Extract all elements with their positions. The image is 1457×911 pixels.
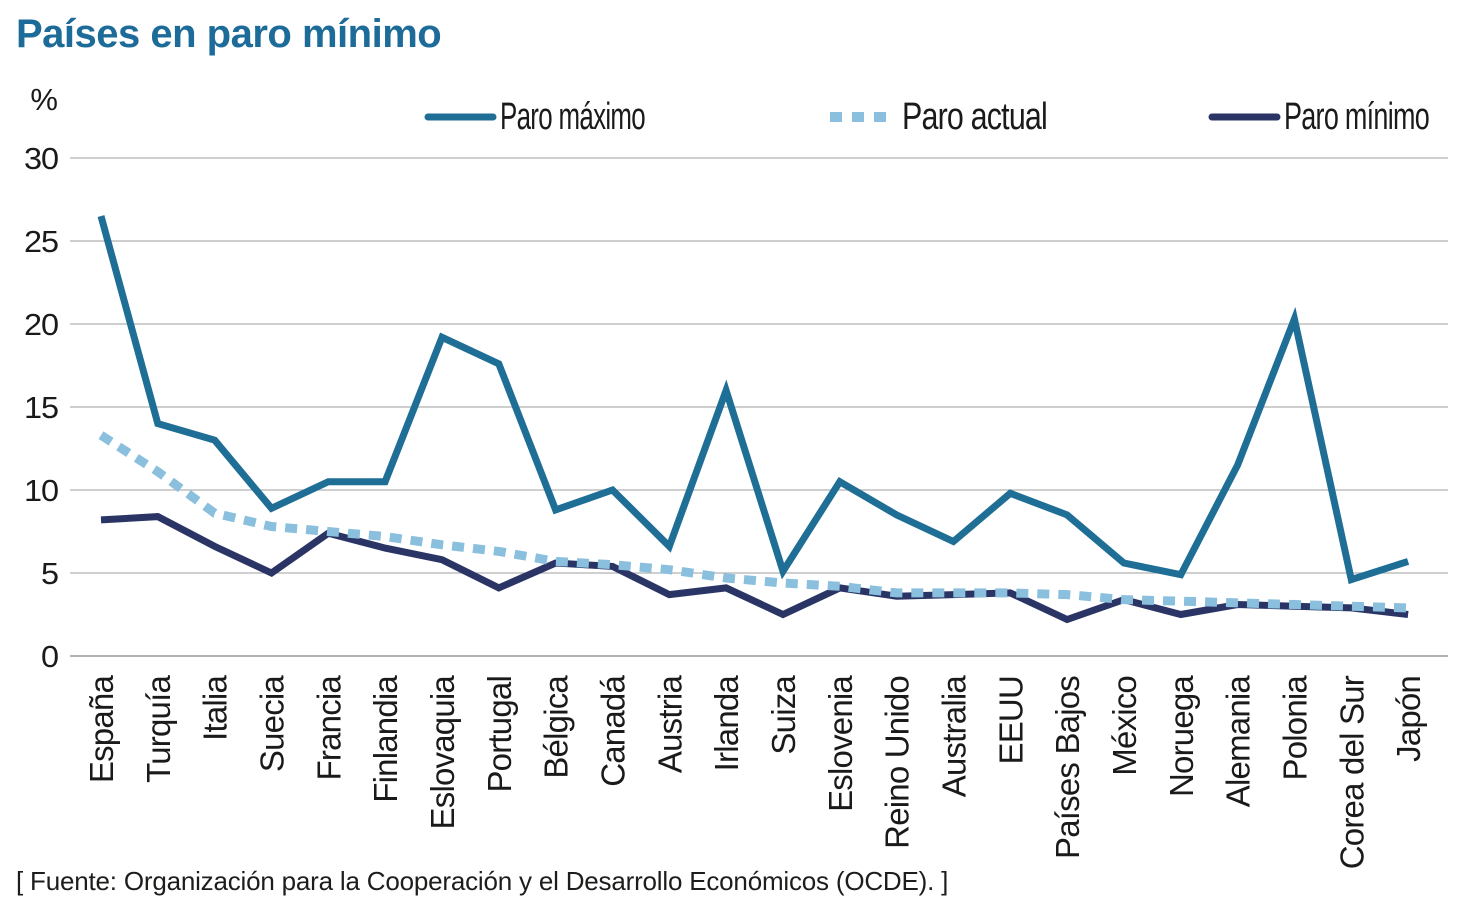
x-tick-label: Suecia [253, 675, 290, 773]
y-tick-label: 0 [41, 639, 59, 674]
x-tick-label: Irlanda [708, 675, 745, 772]
legend-label-1: Paro máximo [500, 96, 645, 138]
y-tick-label: 25 [24, 224, 58, 259]
y-tick-label: 5 [41, 556, 58, 591]
x-tick-label: EEUU [992, 676, 1029, 765]
x-tick-label: México [1106, 676, 1143, 776]
x-tick-label: Italia [197, 675, 234, 741]
x-tick-label: Bélgica [538, 675, 575, 779]
y-tick-label: 15 [24, 390, 58, 425]
x-tick-label: Eslovenia [822, 675, 859, 812]
x-tick-label: Francia [310, 675, 347, 781]
y-tick-label: 10 [24, 473, 59, 508]
y-tick-label: 30 [24, 141, 59, 176]
x-tick-label: Portugal [481, 676, 518, 793]
x-tick-label: Reino Unido [879, 676, 916, 849]
x-tick-label: Turquía [140, 675, 177, 783]
y-axis-unit-label: % [30, 82, 58, 117]
x-tick-label: Austria [651, 675, 688, 774]
x-tick-label: España [83, 675, 120, 784]
x-tick-label: Japón [1390, 676, 1427, 762]
page-title: Países en paro mínimo [16, 12, 442, 56]
x-tick-label: Canadá [594, 675, 631, 787]
legend-label-3: Paro mínimo [1284, 96, 1429, 138]
series-line-1 [97, 215, 1410, 585]
x-tick-label: Finlandia [367, 675, 404, 803]
x-tick-label: Eslovaquia [424, 675, 461, 830]
series-line-3 [100, 513, 1409, 624]
x-tick-label: Australia [935, 675, 972, 798]
x-tick-label: Noruega [1163, 675, 1200, 797]
series-line-2 [98, 431, 1409, 613]
x-tick-label: Países Bajos [1049, 676, 1086, 859]
y-tick-label: 20 [24, 307, 59, 342]
x-tick-label: Alemania [1220, 675, 1257, 808]
legend-label-2: Paro actual [902, 96, 1047, 138]
x-tick-label: Polonia [1276, 675, 1313, 781]
x-tick-label: Suiza [765, 675, 802, 755]
x-tick-label: Corea del Sur [1333, 675, 1370, 869]
source-note: [ Fuente: Organización para la Cooperaci… [16, 866, 949, 896]
